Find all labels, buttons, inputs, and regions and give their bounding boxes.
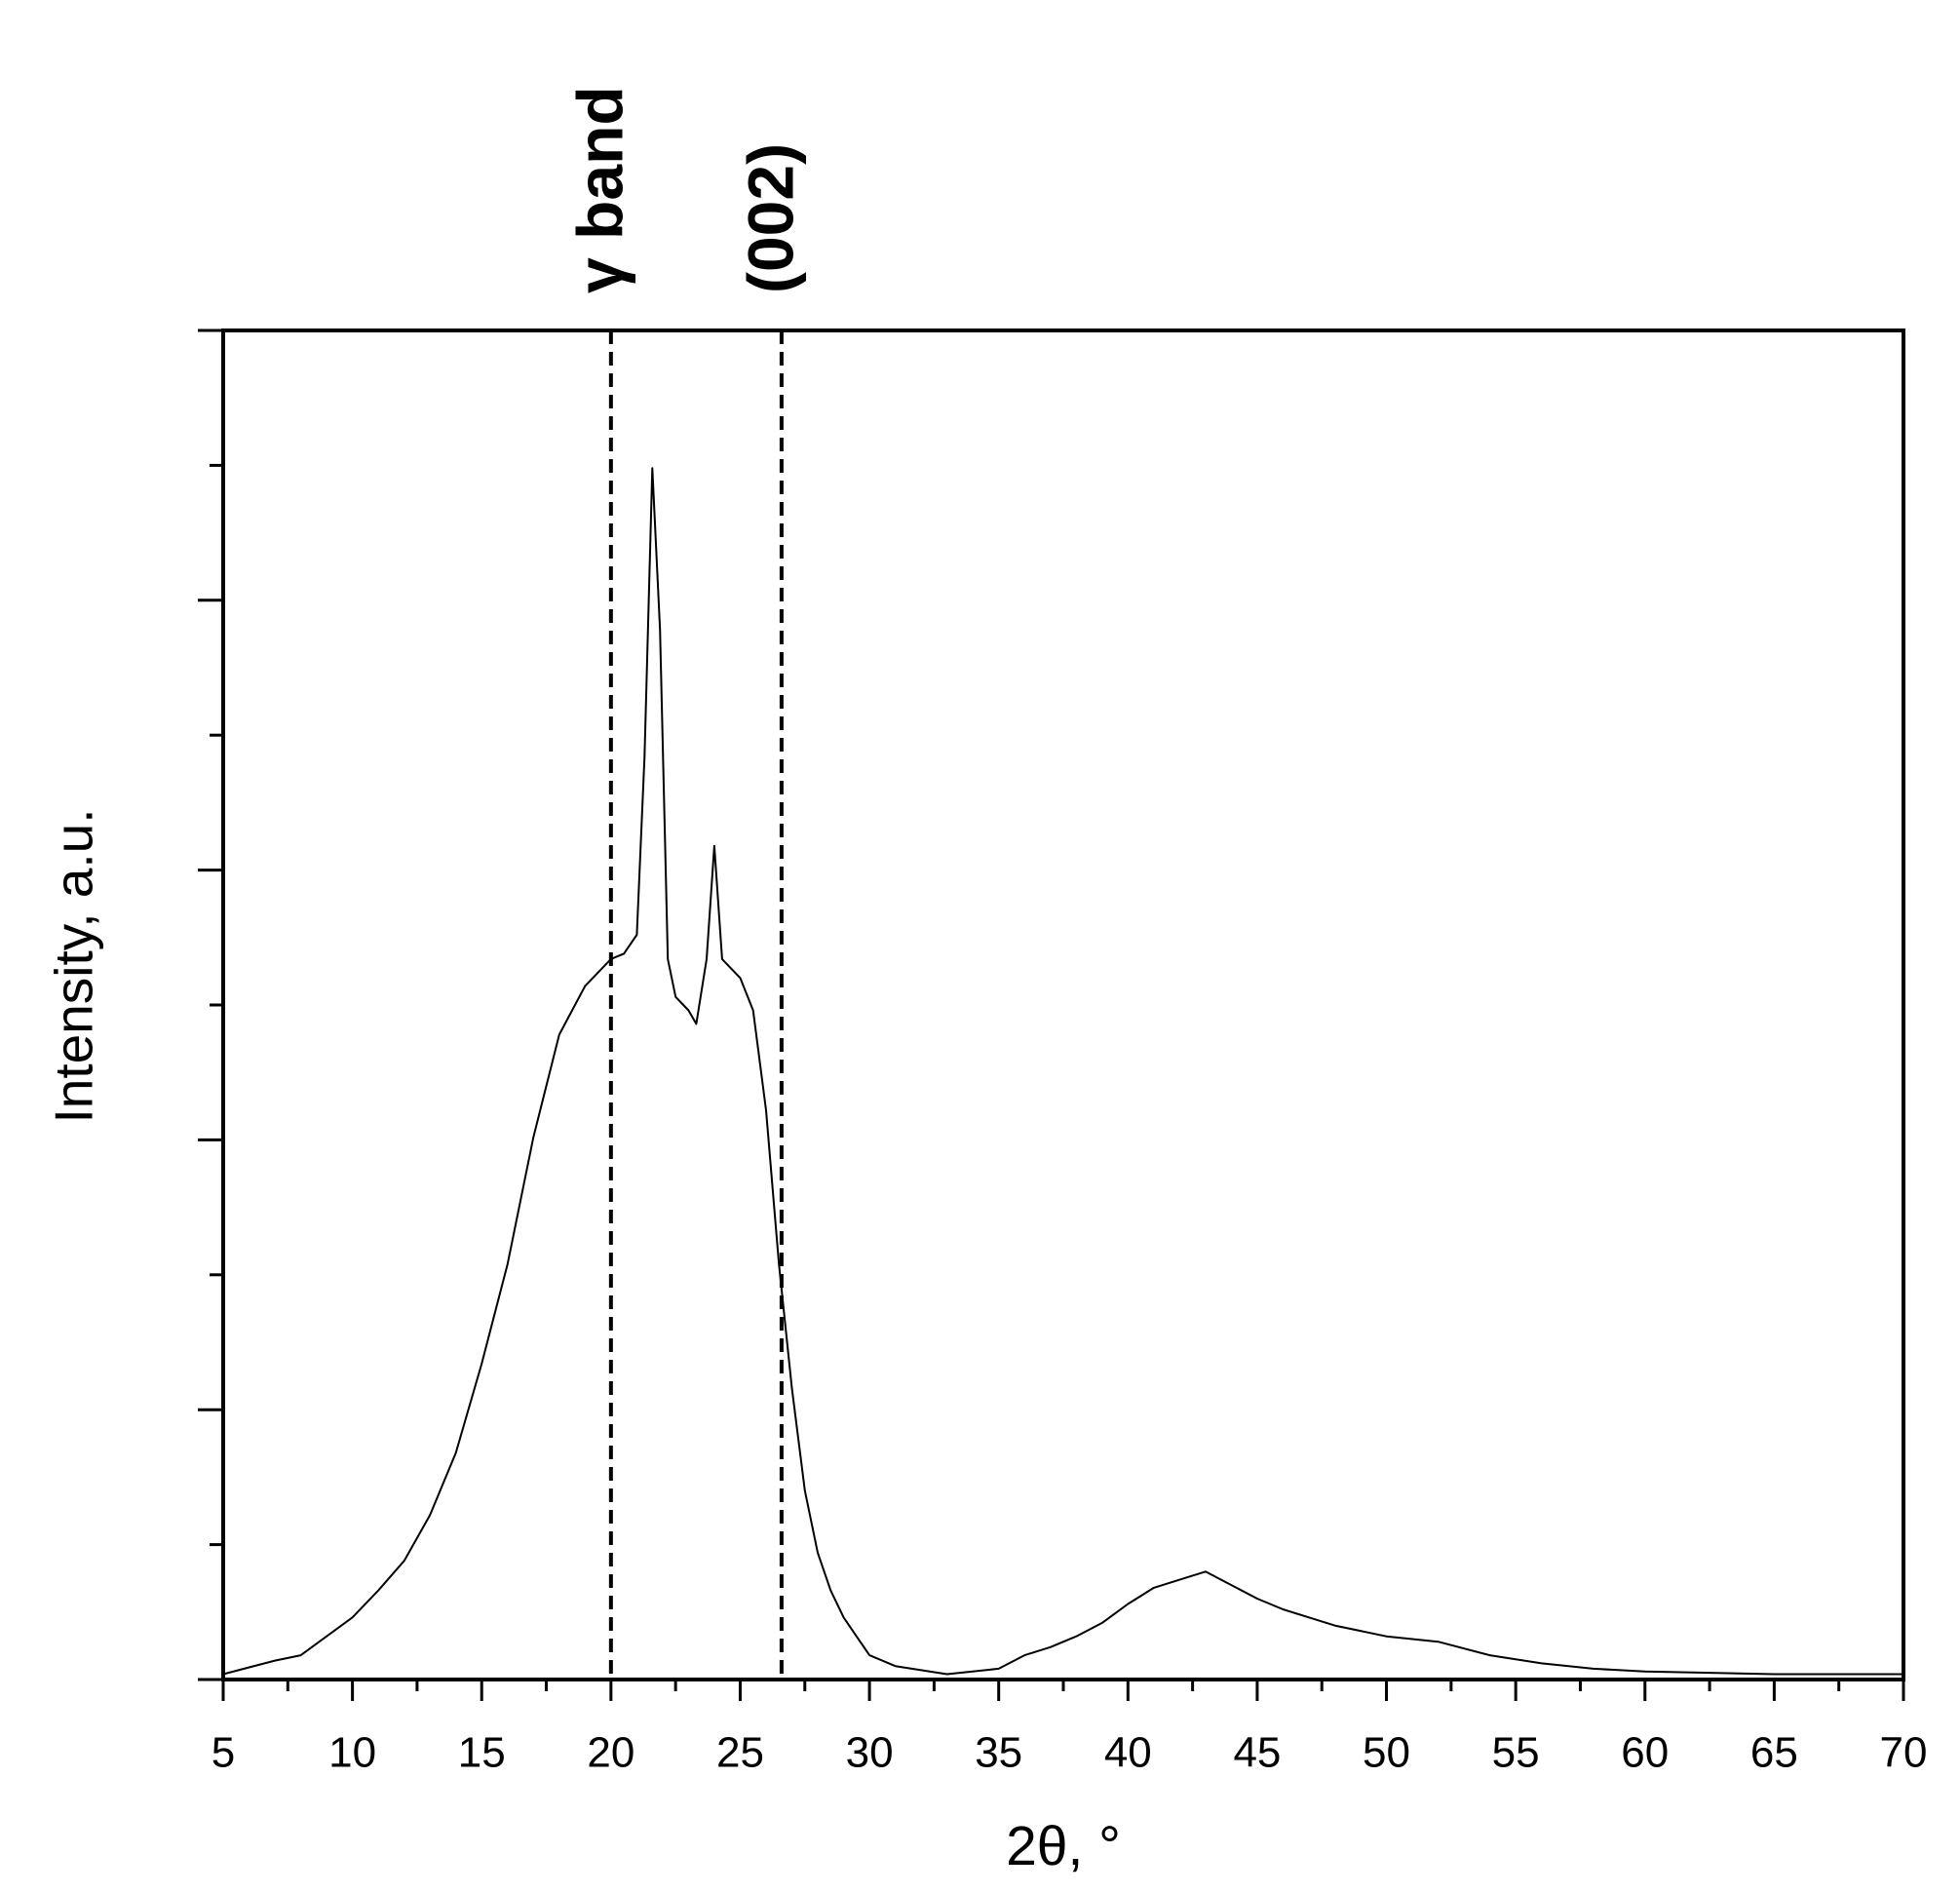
x-tick-label: 15 (458, 1729, 506, 1777)
x-tick-label: 5 (211, 1729, 235, 1777)
x-tick-label: 45 (1233, 1729, 1281, 1777)
x-tick-label: 55 (1492, 1729, 1540, 1777)
x-tick-label: 30 (846, 1729, 894, 1777)
x-tick-label: 25 (716, 1729, 764, 1777)
x-tick-label: 70 (1880, 1729, 1928, 1777)
y-axis-label: Intensity, a.u. (44, 808, 104, 1123)
x-tick-label: 40 (1104, 1729, 1152, 1777)
x-tick-label: 35 (975, 1729, 1022, 1777)
x-tick-label: 65 (1750, 1729, 1798, 1777)
annotation: (002) (734, 143, 806, 293)
plot-frame (221, 328, 1905, 1681)
annotation: γ band (563, 86, 635, 293)
x-axis-label: 2θ, ° (1006, 1815, 1121, 1877)
x-tick-label: 50 (1363, 1729, 1410, 1777)
x-tick-label: 60 (1621, 1729, 1669, 1777)
x-tick-label: 10 (328, 1729, 376, 1777)
x-tick-label: 20 (587, 1729, 634, 1777)
data-line (222, 467, 1903, 1676)
